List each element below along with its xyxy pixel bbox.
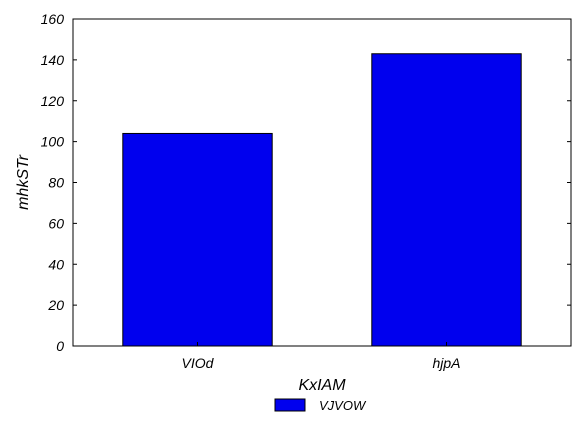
y-tick-label: 60 [48, 215, 64, 231]
x-axis-label: KxIAM [298, 377, 346, 394]
y-axis-label: mhkSTr [15, 154, 32, 209]
x-tick-label: VIOd [182, 355, 215, 371]
x-axis-ticks: VIOd hjpA [182, 342, 461, 371]
y-axis-ticks: 0 20 40 60 80 100 120 140 160 [41, 11, 571, 354]
y-tick-label: 80 [48, 175, 64, 191]
bars-layer [122, 53, 522, 347]
y-tick-label: 20 [47, 297, 64, 313]
y-tick-label: 0 [56, 338, 64, 354]
legend-label: VJVOW [319, 398, 367, 413]
bar [122, 132, 273, 347]
legend-swatch [274, 398, 306, 412]
y-tick-label: 100 [41, 134, 65, 150]
legend: VJVOW [274, 398, 367, 413]
bar [371, 53, 522, 347]
y-tick-label: 160 [41, 11, 65, 27]
y-tick-label: 120 [41, 93, 65, 109]
y-tick-label: 140 [41, 52, 65, 68]
plot-area-frame [72, 18, 572, 347]
x-tick-label: hjpA [432, 355, 460, 371]
y-tick-label: 40 [48, 256, 64, 272]
